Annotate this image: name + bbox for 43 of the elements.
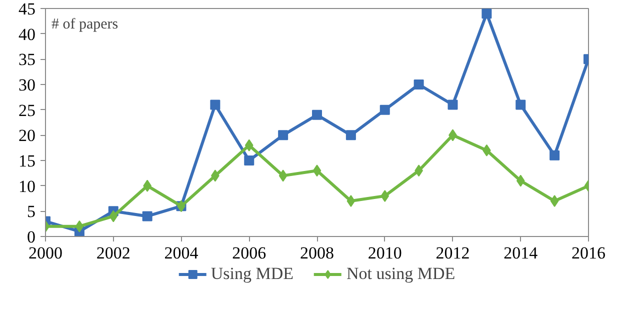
x-tick-label: 2014 [504,244,538,262]
point [109,210,118,222]
point [550,195,559,208]
point [414,80,424,90]
y-tick-label: 40 [18,24,36,44]
x-tick-label: 2006 [232,244,266,262]
point [278,130,288,140]
x-tick-label: 2000 [28,244,62,262]
point [278,170,288,182]
x-tick-label: 2004 [164,244,199,262]
point [210,100,220,110]
point [448,100,458,110]
y-tick-label: 25 [18,100,36,120]
y-axis-title: # of papers [52,16,118,32]
point [380,190,390,202]
point [142,211,152,222]
point [244,156,254,166]
y-tick-label: 15 [18,152,36,170]
point [516,174,525,187]
x-tick-label: 2016 [572,244,606,262]
y-tick-label: 35 [18,50,36,70]
x-tick-label: 2008 [300,244,334,262]
point [312,164,322,177]
y-tick-label: 0 [27,228,36,246]
x-tick-label: 2012 [436,244,470,262]
point [346,195,356,208]
y-tick-label: 20 [18,126,36,146]
x-tick-label: 2010 [368,244,402,262]
y-tick-label: 10 [18,176,36,196]
point [380,104,390,115]
y-tick-label: 45 [18,0,36,18]
y-tick-label: 5 [27,202,36,222]
point [75,220,84,232]
point [244,139,254,152]
legend-label: Not using MDE [346,264,456,284]
point [482,8,492,19]
point [550,150,560,160]
y-tick-label: 30 [18,76,36,94]
point [346,130,356,140]
point [516,100,526,110]
point [312,110,322,120]
x-tick-label: 2002 [96,244,130,262]
legend-label: Using MDE [210,264,294,284]
